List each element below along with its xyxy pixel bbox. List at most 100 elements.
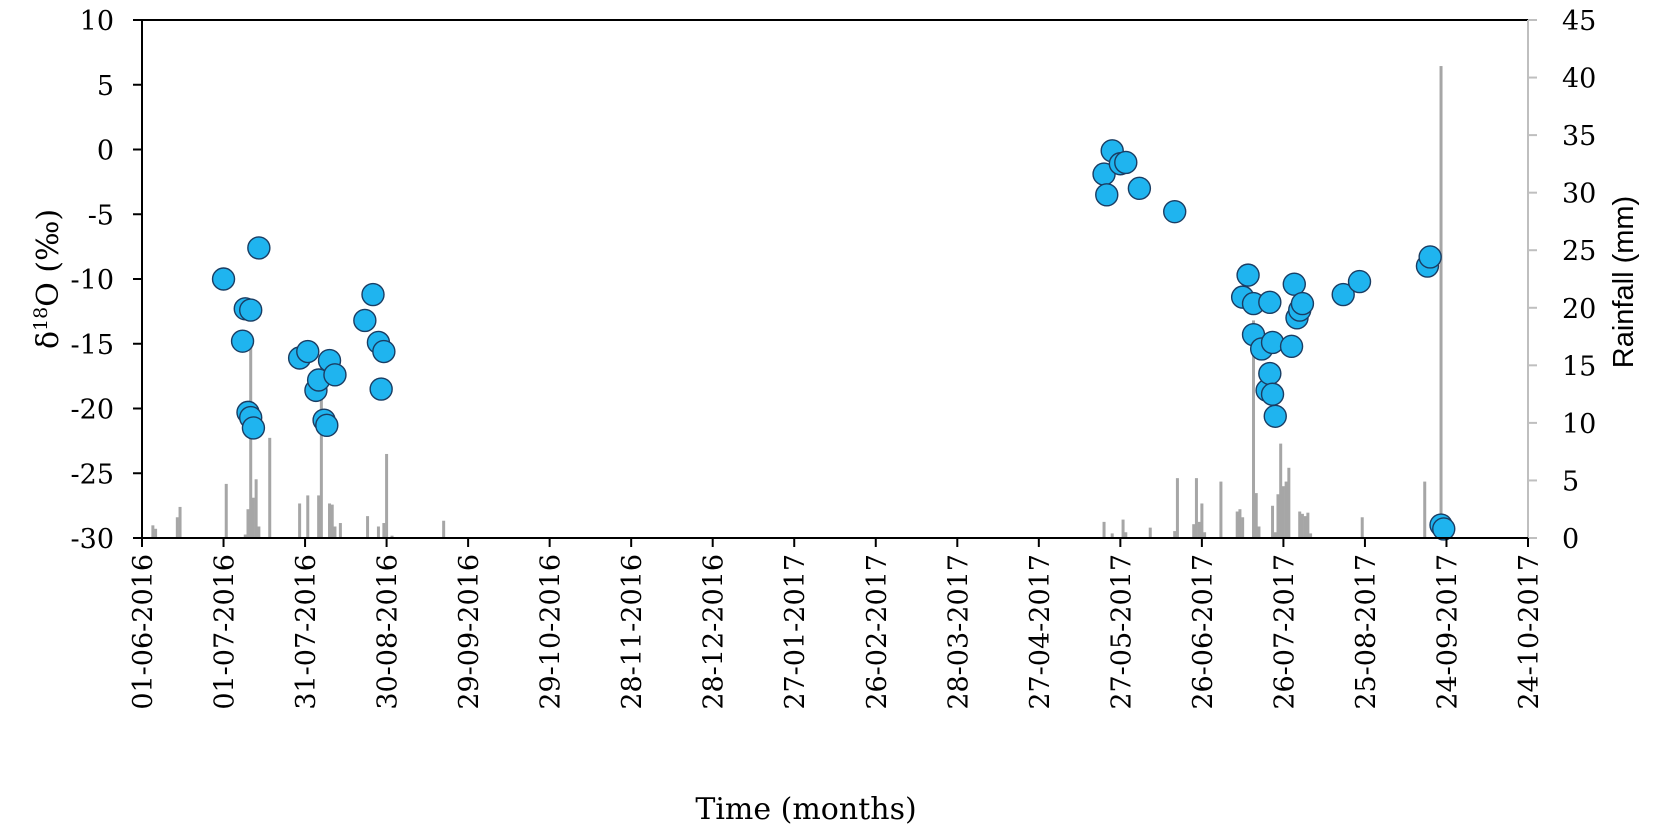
isotope-point bbox=[1236, 263, 1260, 287]
rainfall-bar bbox=[1309, 533, 1313, 538]
y2-tick-label: 10 bbox=[1562, 409, 1596, 440]
isotope-point bbox=[315, 413, 339, 438]
rainfall-bar bbox=[1102, 521, 1106, 538]
isotope-point bbox=[1260, 382, 1285, 406]
isotope-point bbox=[241, 416, 266, 440]
isotope-point bbox=[239, 298, 263, 322]
rainfall-bar bbox=[1300, 513, 1304, 538]
rainfall-bar bbox=[249, 345, 253, 538]
rainfall-bar bbox=[1254, 493, 1258, 538]
x-tick-label: 29-09-2016 bbox=[454, 554, 485, 710]
x-tick-label: 31-07-2016 bbox=[291, 554, 322, 710]
rainfall-bar bbox=[1219, 481, 1223, 538]
y2-tick-label: 30 bbox=[1562, 179, 1596, 210]
rainfall-bar bbox=[1235, 511, 1239, 538]
isotope-point bbox=[1263, 404, 1287, 428]
y2-tick-label: 35 bbox=[1562, 121, 1596, 152]
rainfall-bar bbox=[154, 528, 158, 538]
y-tick-label: -15 bbox=[71, 330, 114, 361]
y2-tick-label: 0 bbox=[1562, 524, 1579, 555]
rainfall-bar bbox=[319, 365, 323, 538]
y-tick-label: 10 bbox=[80, 6, 114, 37]
y-tick-label: -25 bbox=[71, 459, 114, 490]
rainfall-bar bbox=[1238, 509, 1242, 538]
rainfall-bar bbox=[442, 520, 446, 538]
rainfall-bar bbox=[1200, 503, 1204, 538]
rainfall-bar bbox=[1306, 512, 1310, 538]
isotope-point bbox=[296, 339, 320, 364]
rainfall-bar bbox=[317, 495, 321, 538]
rainfall-bar bbox=[385, 453, 389, 538]
rainfall-bar bbox=[1287, 467, 1291, 538]
y2-tick-label: 20 bbox=[1562, 294, 1596, 325]
y-axis-title: δ18O (‰) bbox=[30, 209, 66, 349]
isotope-point bbox=[1279, 334, 1304, 359]
isotope-point bbox=[211, 267, 236, 291]
y2-tick-label: 40 bbox=[1562, 64, 1596, 95]
rainfall-bar bbox=[1197, 521, 1201, 538]
y-tick-label: -5 bbox=[88, 200, 114, 231]
y2-tick-label: 45 bbox=[1562, 6, 1596, 37]
y-tick-label: -20 bbox=[71, 395, 114, 426]
isotope-point bbox=[1260, 330, 1285, 355]
x-tick-label: 01-07-2016 bbox=[210, 554, 241, 710]
rainfall-bar bbox=[382, 523, 386, 538]
isotope-point bbox=[247, 236, 271, 260]
x-tick-label: 27-04-2017 bbox=[1025, 554, 1056, 710]
rainfall-bar bbox=[1110, 533, 1114, 538]
rainfall-bar bbox=[1121, 519, 1125, 538]
isotope-point bbox=[1347, 269, 1372, 294]
isotope-point bbox=[1290, 291, 1315, 316]
y2-tick-label: 25 bbox=[1562, 236, 1596, 267]
rainfall-bar bbox=[268, 437, 272, 538]
rainfall-bar bbox=[246, 509, 250, 538]
rainfall-bar bbox=[1281, 486, 1285, 538]
x-tick-label: 30-08-2016 bbox=[373, 554, 404, 710]
isotope-point bbox=[323, 363, 347, 387]
rainfall-bar bbox=[151, 525, 155, 538]
rainfall-bar bbox=[243, 534, 247, 538]
rainfall-bar bbox=[1148, 527, 1152, 538]
rainfall-bar bbox=[298, 503, 302, 538]
y-tick-label: -30 bbox=[71, 524, 114, 555]
y-tick-label: -10 bbox=[71, 265, 114, 296]
rainfall-bar bbox=[224, 483, 228, 538]
rainfall-bar bbox=[328, 503, 332, 538]
rainfall-bar bbox=[1423, 481, 1427, 538]
x-tick-label: 27-01-2017 bbox=[780, 554, 811, 710]
y2-axis-title: Rainfall (mm) bbox=[1608, 196, 1640, 368]
isotope-point bbox=[353, 308, 377, 333]
y-tick-label: 0 bbox=[97, 136, 114, 167]
rainfall-bar bbox=[1241, 517, 1245, 538]
isotope-point bbox=[361, 282, 385, 307]
rainfall-bar bbox=[1439, 66, 1443, 539]
rainfall-bar bbox=[178, 506, 182, 538]
x-tick-label: 24-10-2017 bbox=[1514, 554, 1545, 710]
rainfall-bar bbox=[333, 526, 337, 538]
x-tick-label: 01-06-2016 bbox=[128, 554, 159, 710]
rainfall-bar bbox=[175, 517, 179, 538]
rainfall-bar bbox=[1271, 505, 1275, 538]
rainfall-bar bbox=[366, 516, 370, 538]
x-tick-label: 28-12-2016 bbox=[699, 554, 730, 710]
isotope-point bbox=[1114, 150, 1138, 175]
rainfall-bar bbox=[1360, 517, 1364, 538]
isotope-point bbox=[369, 377, 393, 401]
rainfall-bar bbox=[1173, 531, 1177, 538]
right-axis-ticks: 0 5 10 15 20 25 30 35 40 45 bbox=[1528, 6, 1596, 555]
isotope-point bbox=[1127, 176, 1152, 201]
rainfall-bar bbox=[1298, 511, 1302, 538]
rainfall-bar bbox=[1175, 478, 1179, 538]
x-tick-label: 24-09-2017 bbox=[1432, 554, 1463, 710]
x-tick-label: 28-11-2016 bbox=[617, 554, 648, 710]
y2-tick-label: 15 bbox=[1562, 351, 1596, 382]
isotope-point bbox=[1418, 245, 1442, 269]
isotope-point bbox=[1163, 199, 1187, 224]
x-tick-label: 26-07-2017 bbox=[1269, 554, 1300, 710]
x-tick-label: 27-05-2017 bbox=[1106, 554, 1137, 710]
isotope-point bbox=[1282, 272, 1306, 296]
x-tick-label: 25-08-2017 bbox=[1351, 554, 1382, 710]
rainfall-bar bbox=[1276, 494, 1280, 538]
rainfall-bar bbox=[1203, 532, 1207, 538]
